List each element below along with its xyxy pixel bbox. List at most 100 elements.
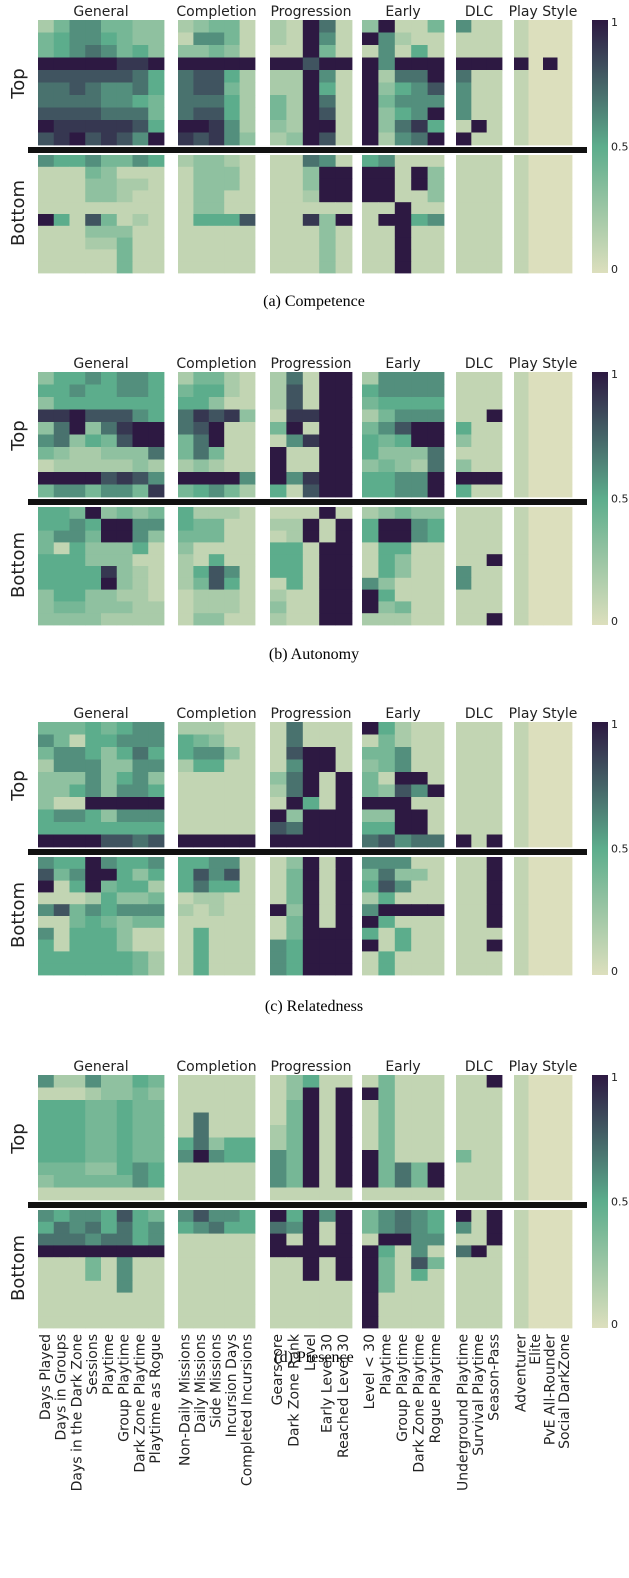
heatmap-cell [302,397,320,410]
heatmap-cell [557,589,573,602]
heatmap-cell [53,1162,70,1176]
heatmap-cell [53,459,70,473]
heatmap-cell [193,1125,210,1138]
heatmap-cell [319,70,336,83]
heatmap-cell [394,822,412,835]
heatmap-cell [427,20,445,33]
heatmap-cell [557,759,573,773]
heatmap-cell [270,916,287,929]
heatmap-cell [239,542,256,555]
heatmap-cell [335,904,353,917]
heatmap-cell [378,178,396,191]
heatmap-cell [335,542,353,555]
column-label: Level [303,1334,319,1371]
heatmap-cell [69,530,86,543]
heatmap-cell [456,1087,472,1101]
heatmap-cell [411,951,428,964]
heatmap-cell [69,261,86,274]
heatmap-cell [411,927,428,940]
heatmap-cell [270,577,287,590]
heatmap-cell [514,797,529,810]
heatmap-cell [193,613,210,626]
heatmap-cell [53,32,70,46]
heatmap-cell [270,384,287,398]
heatmap-cell [427,82,445,96]
heatmap-cell [394,797,412,810]
heatmap-cell [116,70,133,83]
heatmap-cell [53,1292,70,1305]
heatmap-cell [69,916,86,929]
heatmap-cell [302,822,320,835]
heatmap-cell [319,120,336,133]
heatmap-cell [85,107,102,121]
heatmap-cell [411,542,428,555]
heatmap-cell [411,566,428,579]
heatmap-cell [148,613,165,626]
heatmap-cell [270,542,287,555]
heatmap-cell [528,237,544,250]
heatmap-cell [270,1125,287,1138]
heatmap-cell [224,1245,240,1258]
heatmap-cell [335,1292,353,1305]
heatmap-cell [486,880,503,893]
heatmap-cell [427,1187,445,1201]
heatmap-cell [362,190,379,203]
heatmap-cell [557,447,573,460]
heatmap-cell [427,178,445,191]
heatmap-cell [286,237,304,250]
heatmap-cell [101,507,118,520]
heatmap-cell [148,409,165,423]
heatmap-cell [456,1233,472,1246]
heatmap-cell [557,70,573,83]
heatmap-cell [543,1257,558,1270]
heatmap-cell [148,518,165,531]
heatmap-cell [208,45,225,58]
column-label: Rogue Playtime [428,1334,444,1443]
heatmap-cell [38,214,55,227]
heatmap-cell [270,892,287,905]
heatmap-cell [302,759,320,773]
heatmap-cell [193,530,210,543]
heatmap-cell [543,57,558,71]
heatmap-cell [456,1175,472,1188]
heatmap-cell [528,434,544,448]
heatmap-cell [335,132,353,146]
heatmap-cell [286,1292,304,1305]
heatmap-cell [543,1245,558,1258]
heatmap-cell [85,868,102,881]
heatmap-cell [101,554,118,567]
heatmap-cell [193,384,210,398]
heatmap-cell [270,904,287,917]
heatmap-cell [456,951,472,964]
heatmap-cell [286,422,304,435]
heatmap-cell [132,530,149,543]
heatmap-cell [53,963,70,976]
heatmap-cell [543,747,558,760]
heatmap-cell [543,939,558,952]
heatmap-cell [378,237,396,250]
heatmap-cell [335,57,353,71]
heatmap-cell [101,1304,118,1317]
heatmap-cell [193,963,210,976]
heatmap-cell [178,447,194,460]
heatmap-cell [239,82,256,96]
heatmap-cell [116,1087,133,1101]
heatmap-cell [471,237,488,250]
heatmap-cell [427,759,445,773]
heatmap-cell [378,1280,396,1293]
heatmap-cell [514,577,529,590]
heatmap-cell [557,1087,573,1101]
heatmap-cell [557,1112,573,1126]
heatmap-cell [132,1087,149,1101]
heatmap-cell [286,1075,304,1088]
heatmap-cell [270,927,287,940]
heatmap-cell [528,822,544,835]
heatmap-cell [270,472,287,485]
heatmap-cell [53,1304,70,1317]
heatmap-cell [193,916,210,929]
heatmap-cell [543,834,558,848]
heatmap-cell [514,1269,529,1282]
heatmap-cell [557,202,573,215]
heatmap-cell [394,880,412,893]
heatmap-cell [69,1257,86,1270]
